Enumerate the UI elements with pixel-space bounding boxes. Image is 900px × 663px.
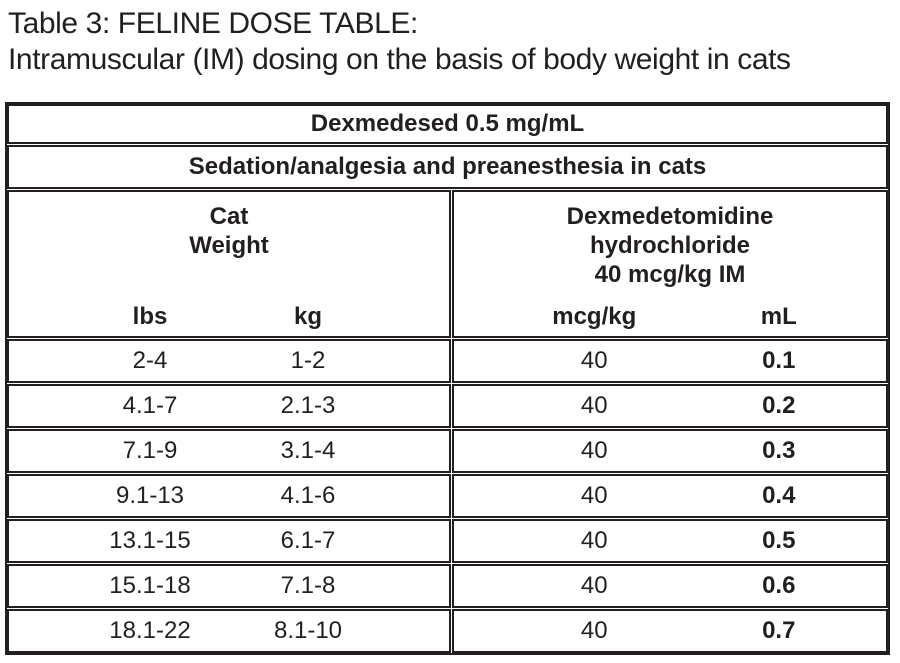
kg-range-value: 7.1-8 xyxy=(280,572,336,599)
table-row-weight-cell: 7.1-9 3.1-4 xyxy=(7,429,451,473)
table-row-weight-cell: 15.1-18 7.1-8 xyxy=(7,564,451,608)
table-row-weight-cell: 18.1-22 8.1-10 xyxy=(7,609,451,653)
document-title-line1: Table 3: FELINE DOSE TABLE: xyxy=(8,7,418,40)
product-strength-band: Dexmedesed 0.5 mg/mL xyxy=(7,104,888,144)
lbs-range-value: 13.1-15 xyxy=(109,527,191,554)
kg-range-value: 2.1-3 xyxy=(280,392,336,419)
mcg-per-kg-value: 40 xyxy=(580,392,608,419)
col-header-kg: kg xyxy=(293,303,322,330)
kg-range-value: 6.1-7 xyxy=(280,527,336,554)
kg-range-value: 1-2 xyxy=(290,347,326,374)
lbs-range-value: 4.1-7 xyxy=(122,392,178,419)
ml-dose-value: 0.5 xyxy=(762,527,796,554)
indication-band: Sedation/analgesia and preanesthesia in … xyxy=(7,145,888,189)
table-row-weight-cell: 13.1-15 6.1-7 xyxy=(7,519,451,563)
ml-dose-value: 0.1 xyxy=(762,347,796,374)
mcg-per-kg-value: 40 xyxy=(580,437,608,464)
weight-group-header: Cat Weight lbs kg xyxy=(7,190,451,338)
ml-dose-value: 0.6 xyxy=(762,572,796,599)
mcg-per-kg-value: 40 xyxy=(580,347,608,374)
weight-subheader-row: lbs kg xyxy=(9,302,449,331)
mcg-per-kg-value: 40 xyxy=(580,617,608,644)
dose-group-title: Dexmedetomidine hydrochloride 40 mcg/kg … xyxy=(567,202,774,289)
dose-group-title-line2: hydrochloride xyxy=(589,232,751,259)
table-row-dose-cell: 40 0.6 xyxy=(452,564,888,608)
dose-group-title-line1: Dexmedetomidine xyxy=(566,203,774,230)
mcg-per-kg-value: 40 xyxy=(580,572,608,599)
feline-dose-table: Dexmedesed 0.5 mg/mL Sedation/analgesia … xyxy=(5,102,890,655)
weight-group-title: Cat Weight xyxy=(189,202,269,260)
table-row-dose-cell: 40 0.5 xyxy=(452,519,888,563)
lbs-range-value: 9.1-13 xyxy=(115,482,185,509)
lbs-range-value: 18.1-22 xyxy=(109,617,191,644)
weight-group-title-line2: Weight xyxy=(189,232,269,259)
dose-subheader-row: mcg/kg mL xyxy=(454,302,886,331)
dose-group-title-line3: 40 mcg/kg IM xyxy=(594,261,746,288)
document-title-line2: Intramuscular (IM) dosing on the basis o… xyxy=(8,43,791,76)
mcg-per-kg-value: 40 xyxy=(580,482,608,509)
table-row-dose-cell: 40 0.7 xyxy=(452,609,888,653)
table-row-weight-cell: 2-4 1-2 xyxy=(7,339,451,383)
lbs-range-value: 15.1-18 xyxy=(109,572,191,599)
ml-dose-value: 0.7 xyxy=(762,617,796,644)
col-header-lbs: lbs xyxy=(132,303,168,330)
table-row-dose-cell: 40 0.1 xyxy=(452,339,888,383)
ml-dose-value: 0.2 xyxy=(762,392,796,419)
kg-range-value: 3.1-4 xyxy=(280,437,336,464)
weight-group-title-line1: Cat xyxy=(209,203,249,230)
table-row-weight-cell: 9.1-13 4.1-6 xyxy=(7,474,451,518)
ml-dose-value: 0.4 xyxy=(762,482,796,509)
table-row-dose-cell: 40 0.3 xyxy=(452,429,888,473)
kg-range-value: 8.1-10 xyxy=(273,617,343,644)
lbs-range-value: 2-4 xyxy=(132,347,168,374)
document-title: Table 3: FELINE DOSE TABLE: Intramuscula… xyxy=(0,0,900,78)
table-row-dose-cell: 40 0.2 xyxy=(452,384,888,428)
ml-dose-value: 0.3 xyxy=(762,437,796,464)
table-row-dose-cell: 40 0.4 xyxy=(452,474,888,518)
col-header-mcg-per-kg: mcg/kg xyxy=(552,303,637,330)
mcg-per-kg-value: 40 xyxy=(580,527,608,554)
dose-group-header: Dexmedetomidine hydrochloride 40 mcg/kg … xyxy=(452,190,888,338)
lbs-range-value: 7.1-9 xyxy=(122,437,178,464)
col-header-ml: mL xyxy=(760,303,797,330)
table-row-weight-cell: 4.1-7 2.1-3 xyxy=(7,384,451,428)
kg-range-value: 4.1-6 xyxy=(280,482,336,509)
